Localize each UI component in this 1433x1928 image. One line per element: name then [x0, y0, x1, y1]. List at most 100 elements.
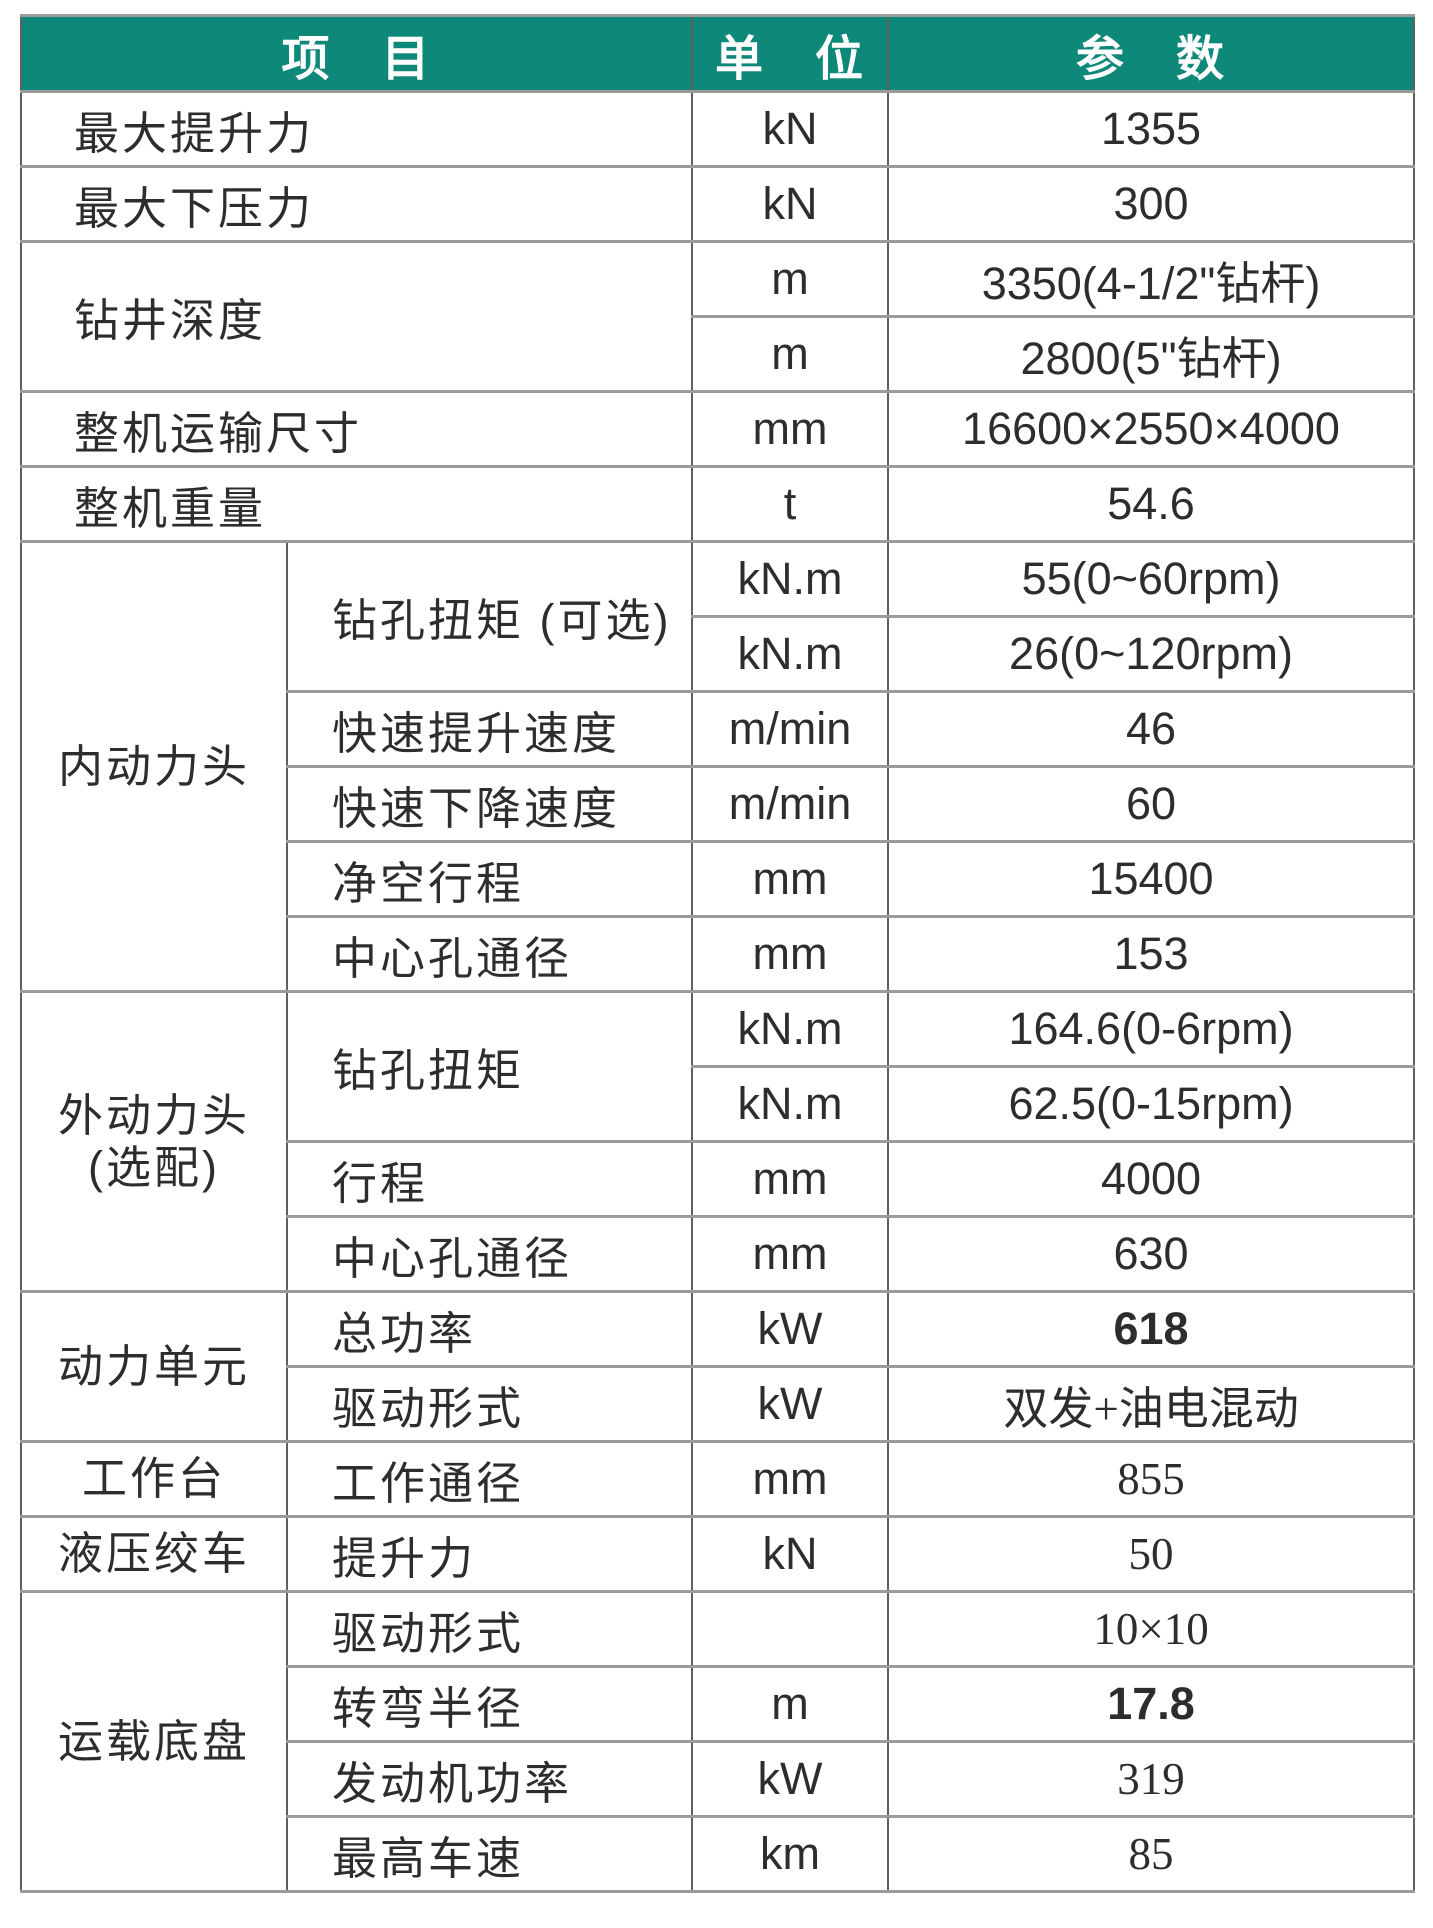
item-label: 工作通径: [285, 1440, 694, 1518]
unit-cell: mm: [691, 1140, 890, 1218]
param-cell: 1355: [887, 90, 1416, 168]
table-row: 整机运输尺寸 mm 16600×2550×4000: [19, 390, 1416, 468]
item-label: 中心孔通径: [285, 915, 694, 993]
param-cell: 164.6(0-6rpm): [887, 990, 1416, 1068]
unit-cell: kN.m: [691, 1065, 890, 1143]
param-cell: 55(0~60rpm): [887, 540, 1416, 618]
header-unit: 单 位: [691, 14, 890, 93]
param-cell: 16600×2550×4000: [887, 390, 1416, 468]
unit-cell: mm: [691, 1215, 890, 1293]
param-cell: 双发+油电混动: [887, 1365, 1416, 1443]
item-label: 快速下降速度: [285, 765, 694, 843]
unit-cell: kW: [691, 1365, 890, 1443]
unit-cell: km: [691, 1815, 890, 1893]
unit-cell: [691, 1590, 890, 1668]
item-label: 钻孔扭矩 (可选): [285, 540, 694, 693]
table-row: 发动机功率 kW 319: [21, 1740, 1416, 1818]
table-row: 钻井深度 m 3350(4-1/2"钻杆): [19, 240, 1416, 393]
unit-cell: kW: [691, 1740, 890, 1818]
header-param: 参 数: [887, 14, 1416, 93]
param-cell: 17.8: [887, 1665, 1416, 1743]
unit-cell: kN.m: [691, 990, 890, 1068]
param-cell: 855: [887, 1440, 1416, 1518]
param-cell: 153: [887, 915, 1416, 993]
spec-table: 项 目 单 位 参 数 最大提升力 kN 1355 最大下压力 kN 300 钻…: [19, 14, 1416, 1893]
param-cell: 10×10: [887, 1590, 1416, 1668]
unit-cell: mm: [691, 390, 890, 468]
unit-cell: kN: [691, 90, 890, 168]
item-label: 最高车速: [285, 1815, 694, 1893]
table-row: 工作台 工作通径 mm 855: [20, 1440, 1416, 1518]
item-label: 总功率: [285, 1290, 694, 1368]
item-label: 中心孔通径: [285, 1215, 694, 1293]
group-label: 内动力头: [20, 540, 288, 993]
table-row: 动力单元 总功率 kW 618: [20, 1290, 1416, 1443]
param-cell: 2800(5"钻杆): [887, 315, 1416, 393]
spec-sheet: 项 目 单 位 参 数 最大提升力 kN 1355 最大下压力 kN 300 钻…: [19, 14, 1416, 1893]
table-row: 运载底盘 驱动形式 10×10: [20, 1590, 1416, 1893]
unit-cell: mm: [691, 1440, 890, 1518]
param-cell: 62.5(0-15rpm): [887, 1065, 1416, 1143]
table-row: 快速提升速度 m/min 46: [21, 690, 1416, 768]
unit-cell: kN: [691, 165, 890, 243]
table-row: 最高车速 km 85: [21, 1815, 1416, 1893]
table-row: 整机重量 t 54.6: [19, 465, 1416, 543]
item-label: 发动机功率: [285, 1740, 694, 1818]
item-label: 最大提升力: [19, 90, 694, 168]
table-row: kN.m 62.5(0-15rpm): [21, 1065, 1416, 1143]
param-cell: 50: [887, 1515, 1416, 1593]
param-cell: 4000: [887, 1140, 1416, 1218]
table-row: 中心孔通径 mm 630: [21, 1215, 1416, 1293]
item-label: 快速提升速度: [285, 690, 694, 768]
param-cell: 60: [887, 765, 1416, 843]
param-cell: 26(0~120rpm): [887, 615, 1416, 693]
table-row: 转弯半径 m 17.8: [21, 1665, 1416, 1743]
table-row: m 2800(5"钻杆): [21, 315, 1416, 393]
unit-cell: mm: [691, 915, 890, 993]
unit-cell: m: [691, 1665, 890, 1743]
item-label: 驱动形式: [285, 1365, 694, 1443]
group-label: 运载底盘: [20, 1590, 288, 1893]
table-row: 最大提升力 kN 1355: [19, 90, 1416, 168]
unit-cell: mm: [691, 840, 890, 918]
table-row: 快速下降速度 m/min 60: [21, 765, 1416, 843]
item-label: 钻孔扭矩: [285, 990, 694, 1143]
table-row: 内动力头 钻孔扭矩 (可选) kN.m 55(0~60rpm): [20, 540, 1416, 993]
group-label: 工作台: [20, 1440, 288, 1518]
unit-cell: m/min: [691, 765, 890, 843]
table-row: kN.m 26(0~120rpm): [21, 615, 1416, 693]
param-cell: 15400: [887, 840, 1416, 918]
param-cell: 630: [887, 1215, 1416, 1293]
item-label: 整机运输尺寸: [19, 390, 694, 468]
table-row: 行程 mm 4000: [21, 1140, 1416, 1218]
item-label: 整机重量: [19, 465, 694, 543]
item-label: 提升力: [285, 1515, 694, 1593]
table-row: 外动力头 (选配) 钻孔扭矩 kN.m 164.6(0-6rpm): [20, 990, 1416, 1293]
table-row: 最大下压力 kN 300: [19, 165, 1416, 243]
item-label: 净空行程: [285, 840, 694, 918]
header-item: 项 目: [19, 14, 694, 93]
group-label: 液压绞车: [20, 1515, 288, 1593]
unit-cell: t: [691, 465, 890, 543]
unit-cell: m: [691, 240, 890, 318]
unit-cell: kN.m: [691, 615, 890, 693]
unit-cell: m/min: [691, 690, 890, 768]
header-row: 项 目 单 位 参 数: [19, 14, 1416, 93]
table-row: 净空行程 mm 15400: [21, 840, 1416, 918]
item-label: 行程: [285, 1140, 694, 1218]
param-cell: 319: [887, 1740, 1416, 1818]
unit-cell: kW: [691, 1290, 890, 1368]
unit-cell: m: [691, 315, 890, 393]
param-cell: 85: [887, 1815, 1416, 1893]
table-row: 驱动形式 kW 双发+油电混动: [21, 1365, 1416, 1443]
table-row: 中心孔通径 mm 153: [21, 915, 1416, 993]
param-cell: 3350(4-1/2"钻杆): [887, 240, 1416, 318]
group-label: 外动力头 (选配): [20, 990, 288, 1293]
unit-cell: kN: [691, 1515, 890, 1593]
group-label: 动力单元: [20, 1290, 288, 1443]
item-label: 转弯半径: [285, 1665, 694, 1743]
param-cell: 300: [887, 165, 1416, 243]
table-row: 液压绞车 提升力 kN 50: [20, 1515, 1416, 1593]
item-label: 钻井深度: [19, 240, 694, 393]
param-cell: 618: [887, 1290, 1416, 1368]
